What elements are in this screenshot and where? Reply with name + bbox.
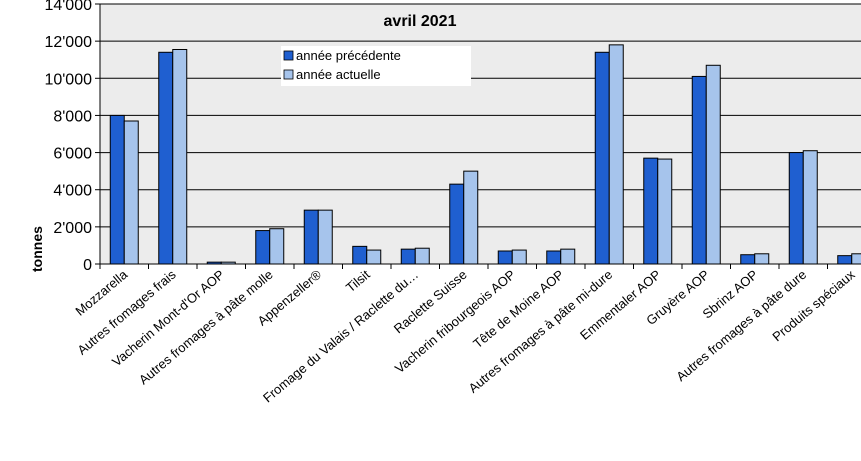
legend-label-previous-year: année précédente: [296, 48, 401, 63]
chart-subtitle: avril 2021: [384, 13, 457, 30]
y-tick-label: 10'000: [44, 71, 92, 88]
bar-previous-year: [788, 152, 804, 265]
y-tick-label: 6'000: [53, 146, 92, 163]
gridlines: [100, 3, 861, 228]
bar-previous-year: [449, 183, 465, 265]
bar-current-year: [705, 64, 721, 265]
y-tick-label: 2'000: [53, 220, 92, 237]
bar-current-year: [802, 150, 818, 265]
bar-previous-year: [352, 245, 368, 265]
bar-current-year: [317, 209, 333, 265]
bar-previous-year: [255, 230, 271, 265]
bar-previous-year: [303, 209, 319, 265]
legend-label-current-year: année actuelle: [296, 67, 381, 82]
plot-area: [100, 4, 861, 264]
y-axis-ticks: 0 2'000 4'000 6'000 8'000 10'000 12'000 14'000: [44, 0, 100, 274]
bar-current-year: [172, 49, 188, 265]
bar-current-year: [366, 249, 382, 265]
bar-previous-year: [546, 250, 562, 265]
bar-current-year: [560, 248, 576, 265]
bar-current-year: [657, 158, 673, 265]
bar-previous-year: [158, 51, 174, 265]
bar-current-year: [269, 228, 285, 265]
bar-current-year: [123, 120, 139, 265]
bar-previous-year: [643, 157, 659, 265]
legend-swatch-previous-year: [283, 50, 294, 61]
legend-box: [281, 46, 471, 86]
bar-current-year: [851, 253, 861, 265]
bar-previous-year: [594, 51, 610, 265]
bar-current-year: [608, 44, 624, 265]
bar-previous-year: [400, 248, 416, 265]
bar-previous-year: [837, 255, 853, 265]
legend-swatch-current-year: [283, 69, 294, 80]
bar-previous-year: [740, 254, 756, 265]
y-tick-label: 14'000: [44, 0, 92, 14]
bar-current-year: [754, 253, 770, 265]
y-tick-label: 8'000: [53, 108, 92, 125]
y-tick-label: 0: [83, 257, 92, 274]
y-axis-label: tonnes: [29, 226, 45, 272]
bar-previous-year: [109, 114, 125, 265]
bar-current-year: [511, 249, 527, 265]
bars: [109, 44, 861, 265]
bar-previous-year: [691, 75, 707, 265]
bar-current-year: [463, 170, 479, 265]
y-tick-label: 4'000: [53, 183, 92, 200]
legend: année précédente année actuelle: [281, 46, 471, 86]
bar-previous-year: [497, 250, 513, 265]
y-tick-label: 12'000: [44, 34, 92, 51]
bar-current-year: [414, 247, 430, 265]
